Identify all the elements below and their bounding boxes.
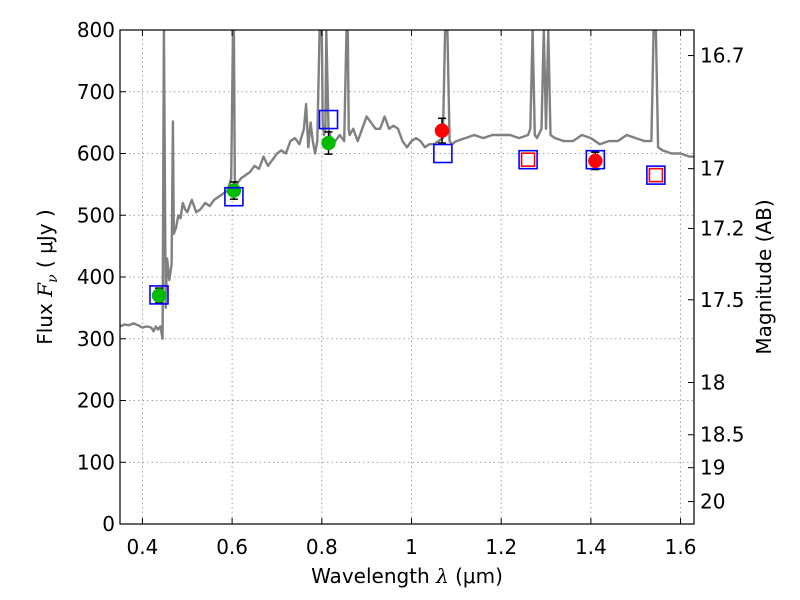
x-tick-label: 1.6 [665, 535, 697, 559]
green-data-point [226, 183, 242, 198]
y-tick-label: 600 [77, 142, 115, 166]
blue-open-square [433, 143, 453, 164]
green-data-point [321, 135, 336, 151]
x-tick-label: 1.2 [485, 535, 517, 559]
magnitude-tick-label: 18.5 [700, 423, 745, 447]
blue-open-square [318, 109, 339, 130]
green-data-point [151, 288, 167, 303]
x-tick-label: 1.4 [575, 535, 607, 559]
x-tick-label: 0.4 [127, 535, 159, 559]
magnitude-tick-label: 20 [700, 490, 725, 514]
y-tick-label: 400 [77, 265, 115, 289]
x-axis-label: Wavelength λ (μm) [311, 564, 503, 588]
x-tick-label: 1 [405, 535, 418, 559]
x-tick-label: 0.6 [216, 535, 248, 559]
blue-open-square [224, 186, 244, 207]
magnitude-tick-label: 17.5 [700, 288, 745, 312]
red-data-point [588, 153, 603, 169]
y-tick-label: 700 [77, 80, 115, 104]
magnitude-tick-label: 17 [700, 157, 725, 181]
right-axis-label: Magnitude (AB) [752, 199, 776, 354]
blue-open-square [646, 165, 666, 185]
red-data-point [434, 123, 450, 138]
tick-marks [120, 29, 694, 525]
red-open-square [520, 152, 536, 167]
blue-open-square [585, 149, 606, 170]
y-tick-label: 200 [77, 389, 115, 413]
series-layer [120, 30, 694, 340]
y-tick-label: 100 [77, 450, 115, 474]
blue-open-square [149, 285, 169, 305]
x-tick-labels: 0.4 0.6 0.8 1 1.2 1.4 1.6 [127, 535, 697, 559]
y-tick-label: 300 [77, 327, 115, 351]
magnitude-tick-label: 17.2 [700, 216, 745, 240]
magnitude-tick-label: 16.7 [700, 44, 745, 68]
y-tick-label: 800 [77, 18, 115, 42]
y-tick-label: 500 [77, 203, 115, 227]
magnitude-tick-label: 18 [700, 371, 725, 395]
y-axis-label: Flux Fν ( μJy ) [33, 209, 61, 345]
red-open-square [648, 167, 664, 183]
y-tick-labels: 0 100 200 300 400 500 600 700 800 [77, 18, 115, 536]
x-tick-label: 0.8 [306, 535, 338, 559]
blue-open-square [518, 149, 538, 170]
magnitude-tick-labels: 16.7 17 17.2 17.5 18 18.5 19 20 [700, 44, 745, 514]
y-tick-label: 0 [102, 512, 115, 536]
magnitude-tick-label: 19 [700, 456, 725, 480]
